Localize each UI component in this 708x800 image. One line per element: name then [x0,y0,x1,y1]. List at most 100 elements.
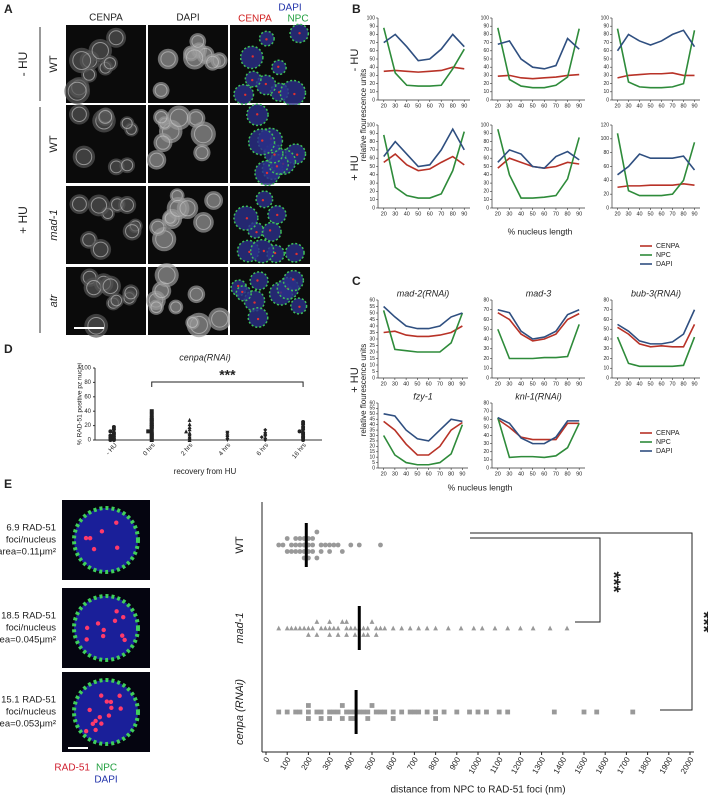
data-point [314,555,320,561]
y-tick-label: 20 [369,444,375,450]
data-point [322,625,328,631]
y-tick-label: 80 [483,32,489,38]
y-tick-label: 60 [483,417,489,423]
x-tick-label: - HU [105,442,119,457]
data-point [424,709,430,715]
y-tick-label: 50 [483,164,489,170]
x-tick-label: 40 [403,381,409,387]
data-point [433,625,438,631]
focus [256,113,259,116]
line-series [382,310,464,353]
data-point [505,709,511,715]
data-point [149,422,154,427]
y-tick-label: 20 [603,191,609,197]
data-point [301,425,306,430]
focus [261,139,264,142]
y-tick-label: 40 [369,422,375,428]
y-tick-label: 10 [603,89,609,95]
nucleus [74,508,138,572]
x-tick-label: 50 [530,471,536,477]
data-point [306,625,311,631]
data-point [390,625,396,631]
data-point [348,625,354,631]
data-point [335,709,341,715]
x-tick-label: 900 [448,755,463,772]
y-tick-label: 80 [84,380,91,386]
y-tick-label: 10 [369,362,375,368]
x-tick-label: 90 [691,211,697,217]
x-tick-label: 20 [495,103,501,109]
y-tick-label: 0 [88,438,92,444]
line-series [382,27,465,87]
panel-label: C [352,274,361,288]
x-tick-label: 60 [426,381,432,387]
data-point [492,625,498,631]
data-point [297,536,303,541]
rad51-focus [93,718,98,724]
y-tick-label: 100 [81,366,92,372]
x-tick-label: 50 [414,471,420,477]
line-series [617,153,696,176]
data-point [314,709,320,715]
y-tick-label: 60 [483,48,489,54]
data-point [348,716,354,721]
data-point [149,427,154,432]
nuclear-rim [246,103,269,127]
data-point [263,427,268,432]
rad51-focus [99,693,104,698]
data-point [373,625,379,631]
data-point [467,709,472,715]
panel-label: A [4,2,13,16]
y-tick-label: 60 [603,164,609,170]
line-series [497,311,580,342]
rad51-focus [117,693,122,698]
nucleus-rim [151,220,165,234]
line-series [497,148,580,170]
x-tick-label: 30 [392,211,398,217]
data-point [581,709,587,715]
x-tick-label: 1700 [615,755,632,775]
rad51-focus [115,545,120,550]
data-point [149,430,154,435]
nucleus-rim [72,51,92,70]
data-point [184,429,189,434]
focus [262,249,266,253]
focus [256,279,259,282]
data-point [149,434,154,439]
data-point [339,716,345,721]
y-tick-label: 10 [603,366,609,372]
line-series [617,324,696,348]
y-tick-label: 80 [483,297,489,303]
focus [276,213,279,217]
focus [255,230,258,234]
rad51-focus [84,625,90,631]
y-tick-label: 50 [603,327,609,333]
y-tick-label: 30 [603,73,609,79]
rad51-focus [114,609,119,614]
data-point [310,625,316,631]
nuclear-rim [243,289,266,312]
x-tick-label: 4 hrs [218,441,233,457]
y-tick-label: 45 [369,317,375,323]
x-tick-label: 80 [450,211,456,217]
nuclear-rim [290,297,308,315]
data-point [356,542,362,548]
rad51-focus [97,715,103,720]
x-tick-label: 50 [415,211,421,217]
nuclear-rim [267,204,287,225]
nucleus-rim [75,148,93,166]
y-tick-label: 60 [84,394,91,400]
y-tick-label: 90 [603,24,609,30]
rad51-focus [91,546,97,552]
data-point [318,542,324,548]
nuclear-rim [255,190,274,209]
data-point [293,549,299,554]
rad51-focus [83,728,89,734]
nuclear-rim [235,285,252,302]
y-tick-label: 50 [483,327,489,333]
focus [265,38,268,41]
y-tick-label: 0 [606,97,609,103]
x-tick-label: 60 [658,211,664,217]
nucleus [280,80,306,106]
rad51-focus [104,699,109,704]
